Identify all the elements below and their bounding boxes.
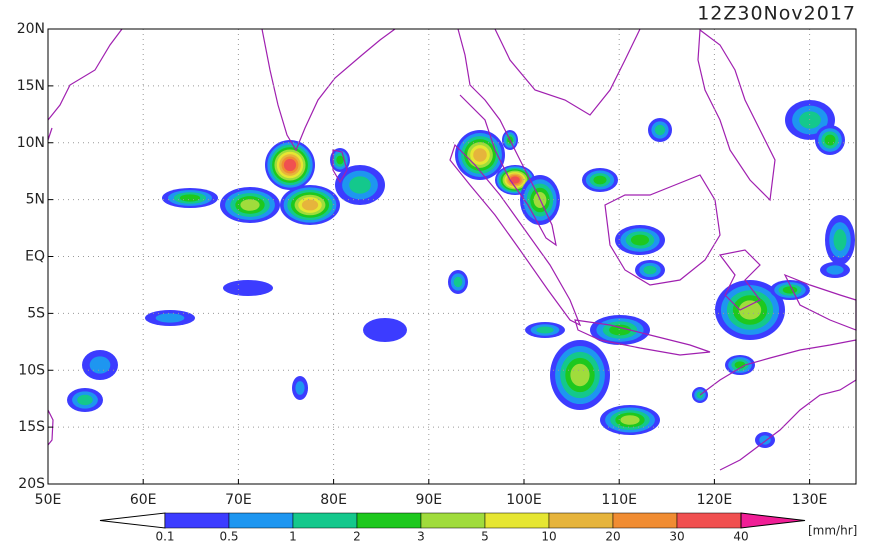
rain-cell — [336, 155, 344, 165]
rain-cell — [295, 381, 305, 395]
rain-cell — [570, 363, 590, 387]
rain-cell — [593, 175, 607, 185]
colorbar-label: 1 — [289, 530, 297, 544]
colorbar-label: 5 — [481, 530, 489, 544]
rain-cell — [179, 194, 201, 202]
rain-cell — [240, 199, 260, 211]
rain-cell — [536, 326, 554, 334]
colorbar-label: 30 — [669, 530, 684, 544]
lat-label: 10N — [17, 135, 45, 151]
lon-label: 60E — [130, 492, 157, 508]
lon-label: 70E — [225, 492, 252, 508]
map-frame — [47, 28, 857, 485]
colorbar-box — [420, 512, 486, 529]
lat-label: EQ — [25, 249, 45, 265]
lat-label: 5S — [27, 305, 45, 321]
rain-cell — [510, 176, 520, 184]
lon-label: 50E — [35, 492, 62, 508]
rain-cell — [301, 199, 319, 211]
rain-cell — [824, 134, 836, 146]
rain-cell — [833, 229, 847, 251]
rain-cell — [630, 234, 650, 246]
colorbar-low — [99, 512, 166, 529]
coastlines — [47, 28, 857, 471]
lat-label: 5N — [26, 192, 45, 208]
rain-areas — [67, 100, 855, 448]
rain-cell — [782, 286, 798, 294]
lon-label: 100E — [506, 492, 542, 508]
colorbar-label: 40 — [733, 530, 748, 544]
rain-cell — [609, 324, 631, 336]
colorbar-box — [228, 512, 294, 529]
rain-cell — [620, 415, 640, 425]
colorbar-label: 0.1 — [155, 530, 174, 544]
lon-label: 110E — [601, 492, 637, 508]
rain-cell — [223, 280, 273, 296]
colorbar-unit: [mm/hr] — [808, 524, 857, 538]
rain-cell — [363, 318, 407, 342]
colorbar-high — [740, 512, 806, 529]
rain-cell — [826, 265, 844, 275]
rain-cell — [77, 394, 93, 406]
colorbar-label: 0.5 — [219, 530, 238, 544]
colorbar-box — [484, 512, 550, 529]
lon-label: 120E — [697, 492, 733, 508]
rain-cell — [654, 124, 666, 136]
rain-cell — [738, 300, 762, 320]
rain-cell — [759, 435, 771, 445]
colorbar-label: 3 — [417, 530, 425, 544]
lat-label: 15N — [17, 78, 45, 94]
rain-cell — [349, 176, 371, 194]
colorbar-box — [612, 512, 678, 529]
colorbar-box — [292, 512, 358, 529]
rain-cell — [643, 265, 657, 275]
colorbar-box — [548, 512, 614, 529]
lon-label: 130E — [792, 492, 828, 508]
colorbar-box — [676, 512, 742, 529]
rain-cell — [283, 158, 297, 172]
colorbar: 0.1 0.5 1 2 3 5 10 20 30 40 — [99, 512, 806, 544]
lat-label: 20N — [17, 21, 45, 37]
colorbar-label: 2 — [353, 530, 361, 544]
map-title: 12Z30Nov2017 — [697, 3, 856, 25]
colorbar-label: 10 — [541, 530, 556, 544]
rain-cell — [453, 276, 463, 288]
colorbar-label: 20 — [605, 530, 620, 544]
rain-cell — [155, 313, 185, 323]
colorbar-box — [164, 512, 230, 529]
colorbar-box — [356, 512, 422, 529]
lon-label: 90E — [415, 492, 442, 508]
lat-label: 15S — [18, 419, 45, 435]
rain-cell — [473, 148, 487, 162]
lon-label: 80E — [320, 492, 347, 508]
lat-label: 20S — [18, 476, 45, 492]
rain-cell — [89, 356, 111, 374]
lat-label: 10S — [18, 362, 45, 378]
